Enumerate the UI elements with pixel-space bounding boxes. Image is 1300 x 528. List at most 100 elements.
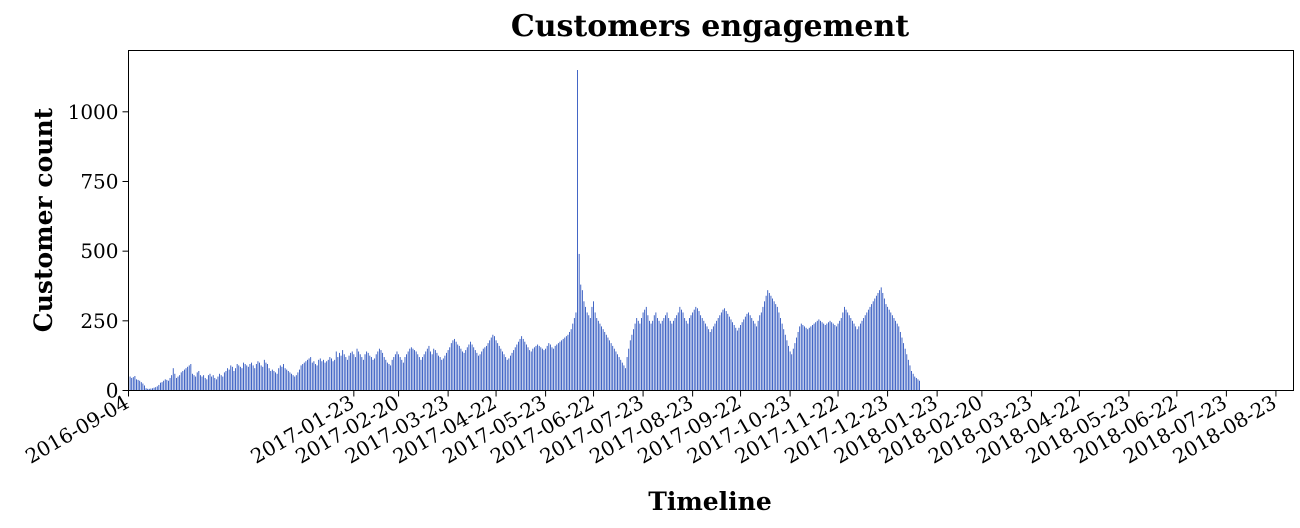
bar bbox=[136, 379, 137, 391]
bar bbox=[696, 308, 698, 391]
bar bbox=[430, 351, 431, 391]
bar bbox=[270, 370, 272, 391]
y-tick-label: 750 bbox=[80, 169, 118, 193]
bar bbox=[565, 336, 567, 391]
bar bbox=[255, 364, 257, 391]
bar bbox=[203, 375, 205, 391]
bar bbox=[417, 354, 419, 391]
bar bbox=[618, 357, 620, 391]
bar bbox=[847, 312, 849, 391]
bar bbox=[575, 312, 577, 391]
bar bbox=[808, 327, 810, 391]
bar bbox=[161, 382, 163, 391]
bar bbox=[362, 359, 364, 391]
bar bbox=[904, 348, 906, 391]
bar bbox=[615, 351, 617, 391]
bar bbox=[864, 315, 866, 391]
bar bbox=[415, 351, 417, 391]
bar bbox=[391, 359, 393, 391]
bar bbox=[215, 379, 217, 391]
bar bbox=[494, 336, 495, 391]
bar bbox=[147, 388, 149, 391]
bar bbox=[749, 315, 751, 391]
bar bbox=[169, 377, 171, 391]
bar bbox=[665, 315, 666, 391]
bar bbox=[510, 355, 511, 391]
bar bbox=[898, 326, 900, 391]
bar bbox=[137, 379, 139, 391]
bar bbox=[546, 345, 548, 391]
bar bbox=[163, 380, 165, 391]
bar bbox=[879, 290, 881, 391]
bar bbox=[465, 350, 467, 391]
bar bbox=[767, 290, 769, 391]
bar bbox=[377, 351, 379, 391]
bar bbox=[433, 348, 435, 391]
bar bbox=[158, 384, 160, 391]
bar bbox=[791, 354, 793, 391]
bar bbox=[356, 348, 358, 391]
bar bbox=[840, 318, 842, 391]
bar bbox=[214, 377, 216, 391]
bar bbox=[452, 340, 454, 391]
bar bbox=[832, 323, 834, 391]
y-tick-label: 250 bbox=[80, 309, 118, 333]
bar bbox=[164, 379, 166, 391]
bar bbox=[613, 348, 615, 391]
bar bbox=[783, 329, 785, 391]
bar bbox=[805, 327, 807, 391]
bar bbox=[556, 344, 558, 391]
bar bbox=[882, 292, 884, 391]
bar bbox=[423, 354, 425, 391]
bar bbox=[815, 322, 817, 391]
bar bbox=[386, 362, 388, 391]
bar bbox=[455, 341, 457, 391]
bar bbox=[845, 309, 847, 391]
bar bbox=[398, 354, 400, 391]
bar bbox=[482, 348, 484, 391]
bar bbox=[684, 318, 686, 391]
bar bbox=[191, 373, 193, 391]
bar bbox=[732, 322, 734, 391]
bar bbox=[458, 345, 460, 391]
bar bbox=[227, 368, 229, 391]
bar bbox=[746, 313, 748, 391]
bar bbox=[238, 365, 240, 391]
bar bbox=[890, 312, 892, 391]
bar bbox=[196, 372, 198, 391]
bar bbox=[572, 323, 574, 391]
bar bbox=[596, 318, 598, 391]
bar bbox=[674, 318, 676, 391]
bar bbox=[206, 379, 208, 391]
bar bbox=[132, 377, 134, 391]
bar bbox=[201, 376, 203, 391]
bar bbox=[260, 365, 262, 391]
bar bbox=[190, 364, 192, 391]
bar bbox=[820, 320, 821, 391]
bar bbox=[784, 334, 786, 391]
bar bbox=[738, 327, 740, 391]
y-tick-label: 1000 bbox=[68, 100, 119, 124]
bar bbox=[233, 370, 235, 391]
bar bbox=[225, 370, 227, 391]
bar bbox=[273, 370, 275, 391]
bar bbox=[502, 351, 503, 391]
bar bbox=[636, 318, 638, 391]
bar bbox=[513, 350, 515, 391]
y-tick-label: 0 bbox=[106, 379, 119, 403]
bar bbox=[533, 347, 535, 391]
bar bbox=[915, 377, 917, 391]
bar bbox=[289, 372, 291, 391]
bar bbox=[332, 361, 334, 391]
bar bbox=[861, 320, 863, 391]
bar bbox=[786, 340, 788, 391]
bar bbox=[578, 253, 580, 391]
bar bbox=[709, 331, 711, 391]
bar bbox=[919, 380, 920, 391]
bar bbox=[792, 348, 794, 391]
bar bbox=[593, 301, 594, 391]
bar bbox=[142, 383, 144, 391]
bar bbox=[484, 347, 486, 391]
bar bbox=[187, 366, 189, 391]
